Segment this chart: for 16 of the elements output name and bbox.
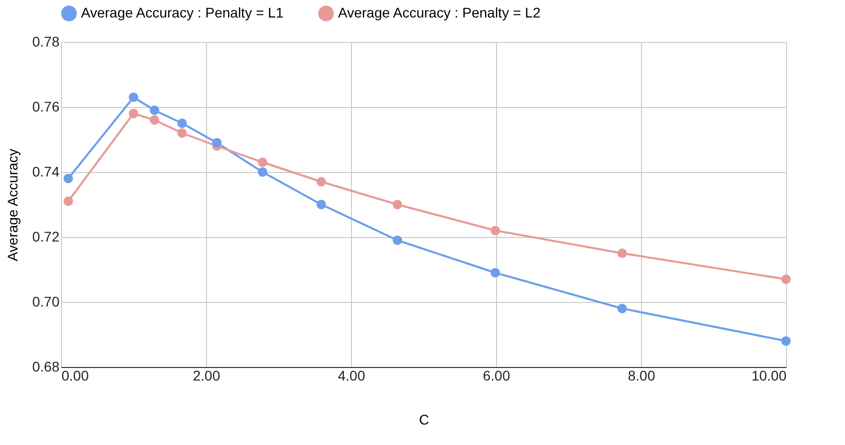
y-tick-label: 0.76: [32, 98, 60, 114]
x-tick-label: 0.00: [62, 368, 89, 384]
y-tick-label: 0.74: [32, 164, 60, 180]
x-tick-label: 2.00: [192, 368, 220, 384]
y-axis-title: Average Accuracy: [4, 148, 20, 262]
legend-label: Average Accuracy : Penalty = L1: [81, 4, 284, 20]
x-tick-label: 8.00: [628, 368, 656, 384]
x-tick-label: 10.00: [751, 368, 787, 384]
x-tick-label: 6.00: [482, 368, 510, 384]
x-tick-label: 4.00: [338, 368, 366, 384]
y-tick-label: 0.78: [32, 34, 60, 50]
legend-label: Average Accuracy : Penalty = L2: [338, 4, 541, 20]
y-tick-label: 0.70: [32, 294, 60, 310]
y-tick-label: 0.72: [32, 228, 60, 244]
y-tick-label: 0.68: [32, 358, 60, 374]
x-axis-title: C: [418, 412, 430, 428]
